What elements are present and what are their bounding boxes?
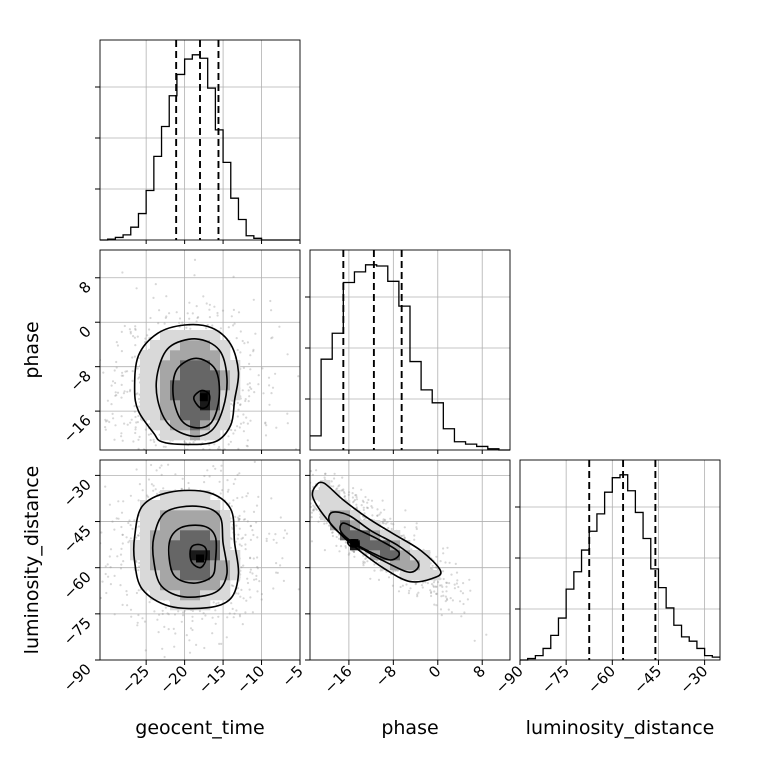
density-geocent-time-vs-luminosity-distance (100, 460, 300, 660)
frame-phase-hist (309, 249, 511, 451)
histogram-step-phase (310, 264, 510, 451)
tick-labels: −25 −20 −15 −10 −5 −16 −8 0 8 −90 −75 −60 −45 −30−16−… (60, 240, 711, 697)
ylabel-phase: phase (21, 321, 43, 378)
tick-label-x-geocent_time-1: −20 (156, 662, 191, 697)
density-geocent-time-vs-phase (100, 250, 300, 450)
contour-level-phase-dist-2 (339, 522, 401, 561)
tick-label-x-luminosity_distance-4: −30 (676, 662, 711, 697)
density-peak-time-phase (199, 393, 208, 402)
frame-time-phase (99, 249, 301, 451)
histogram-step-geocent (100, 54, 300, 241)
frame-time-dist (99, 459, 301, 661)
contour-level-time-phase-1 (155, 338, 228, 438)
density-cells-time-phase (140, 330, 241, 441)
histogram-luminosity-distance (515, 460, 720, 661)
tick-label-x-geocent_time-4: −5 (278, 662, 306, 690)
xlabel-luminosity-distance: luminosity_distance (526, 717, 715, 739)
xlabel-phase: phase (381, 717, 438, 739)
tick-label-y-phase-0: −16 (60, 411, 95, 446)
tick-label-x-luminosity_distance-3: −45 (630, 662, 665, 697)
frame-geocent-hist (99, 39, 301, 241)
panel-frames (99, 39, 721, 661)
xlabel-geocent-time: geocent_time (135, 717, 264, 739)
contour-level-time-dist-0 (132, 489, 240, 610)
tick-label-y-luminosity_distance-2: −60 (60, 568, 95, 603)
tick-label-y-luminosity_distance-3: −45 (60, 522, 95, 557)
frame-phase-dist (309, 459, 511, 661)
tick-label-x-phase-3: 8 (470, 662, 489, 681)
tick-label-x-luminosity_distance-1: −75 (538, 662, 573, 697)
tick-label-y-luminosity_distance-4: −30 (60, 476, 95, 511)
contour-level-time-dist-3 (189, 543, 208, 569)
contour-level-time-dist-1 (151, 505, 228, 598)
tick-label-x-geocent_time-2: −15 (195, 662, 230, 697)
tick-label-x-phase-0: −16 (321, 662, 356, 697)
tick-label-x-phase-2: 0 (425, 662, 444, 681)
tick-label-x-geocent_time-0: −25 (118, 662, 153, 697)
ylabel-luminosity-distance: luminosity_distance (21, 466, 43, 655)
tick-label-x-geocent_time-3: −10 (233, 662, 268, 697)
contour-level-time-dist-2 (167, 524, 218, 584)
contour-level-time-phase-2 (172, 357, 221, 429)
frame-dist-hist (519, 459, 721, 661)
tick-label-y-phase-1: −8 (66, 367, 94, 395)
tick-label-x-phase-1: −8 (372, 662, 400, 690)
tick-label-x-luminosity_distance-0: −90 (492, 662, 527, 697)
histogram-step-dist (520, 474, 720, 661)
density-phase-vs-luminosity-distance (310, 460, 510, 660)
density-peak-time-dist (196, 554, 204, 563)
tick-label-y-luminosity_distance-1: −75 (60, 614, 95, 649)
contour-level-time-phase-0 (133, 323, 240, 446)
histogram-geocent-time (95, 40, 300, 241)
histogram-phase (305, 250, 510, 451)
contour-level-time-phase-3 (192, 389, 211, 410)
tick-label-y-luminosity_distance-0: −90 (60, 660, 95, 695)
contour-level-phase-dist-1 (328, 511, 420, 574)
tick-label-x-luminosity_distance-2: −60 (584, 662, 619, 697)
tick-label-y-phase-3: 8 (75, 278, 94, 297)
contour-level-phase-dist-3 (346, 538, 360, 548)
tick-label-y-phase-2: 0 (75, 322, 94, 341)
